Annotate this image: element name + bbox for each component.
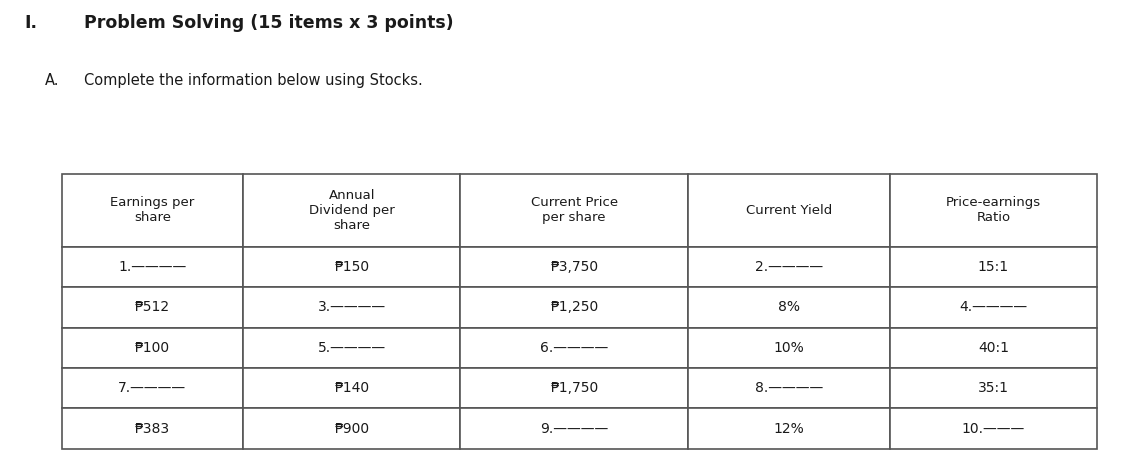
Bar bbox=[688, 368, 890, 409]
Text: ₱900: ₱900 bbox=[334, 422, 369, 436]
Text: 35:1: 35:1 bbox=[978, 381, 1009, 395]
Bar bbox=[688, 327, 890, 368]
Text: ₱1,750: ₱1,750 bbox=[550, 381, 598, 395]
Text: Current Yield: Current Yield bbox=[746, 204, 832, 217]
Text: ₱3,750: ₱3,750 bbox=[550, 260, 598, 274]
Bar bbox=[243, 247, 460, 287]
Text: 9.————: 9.———— bbox=[540, 422, 609, 436]
Bar bbox=[688, 174, 890, 247]
Text: ₱512: ₱512 bbox=[135, 300, 170, 315]
Text: 2.————: 2.———— bbox=[755, 260, 824, 274]
Bar bbox=[460, 409, 688, 449]
Bar bbox=[460, 247, 688, 287]
Text: I.: I. bbox=[25, 14, 38, 32]
Text: Price-earnings
Ratio: Price-earnings Ratio bbox=[946, 196, 1041, 224]
Bar bbox=[62, 287, 243, 327]
Text: 10.———: 10.——— bbox=[962, 422, 1025, 436]
Bar bbox=[243, 287, 460, 327]
Bar bbox=[890, 409, 1097, 449]
Bar bbox=[890, 174, 1097, 247]
Text: 4.————: 4.———— bbox=[960, 300, 1027, 315]
Text: 8%: 8% bbox=[778, 300, 800, 315]
Text: Complete the information below using Stocks.: Complete the information below using Sto… bbox=[84, 73, 423, 88]
Bar bbox=[62, 409, 243, 449]
Bar bbox=[243, 368, 460, 409]
Text: 3.————: 3.———— bbox=[317, 300, 386, 315]
Bar bbox=[62, 327, 243, 368]
Bar bbox=[460, 174, 688, 247]
Bar bbox=[62, 174, 243, 247]
Text: 12%: 12% bbox=[774, 422, 804, 436]
Bar bbox=[890, 247, 1097, 287]
Text: 6.————: 6.———— bbox=[540, 341, 609, 355]
Text: ₱1,250: ₱1,250 bbox=[550, 300, 598, 315]
Bar bbox=[243, 327, 460, 368]
Text: 8.————: 8.———— bbox=[755, 381, 824, 395]
Text: Problem Solving (15 items x 3 points): Problem Solving (15 items x 3 points) bbox=[84, 14, 454, 32]
Text: 15:1: 15:1 bbox=[978, 260, 1009, 274]
Bar bbox=[243, 174, 460, 247]
Text: Annual
Dividend per
share: Annual Dividend per share bbox=[308, 189, 395, 232]
Text: 7.————: 7.———— bbox=[118, 381, 187, 395]
Text: A.: A. bbox=[45, 73, 60, 88]
Text: Earnings per
share: Earnings per share bbox=[110, 196, 195, 224]
Bar bbox=[890, 327, 1097, 368]
Bar bbox=[460, 287, 688, 327]
Text: ₱383: ₱383 bbox=[135, 422, 170, 436]
Bar bbox=[890, 368, 1097, 409]
Bar bbox=[62, 368, 243, 409]
Text: ₱140: ₱140 bbox=[334, 381, 369, 395]
Bar bbox=[243, 409, 460, 449]
Text: 1.————: 1.———— bbox=[118, 260, 187, 274]
Bar bbox=[688, 409, 890, 449]
Bar bbox=[460, 327, 688, 368]
Text: 10%: 10% bbox=[774, 341, 804, 355]
Text: ₱100: ₱100 bbox=[135, 341, 170, 355]
Bar bbox=[62, 247, 243, 287]
Bar bbox=[460, 368, 688, 409]
Text: 40:1: 40:1 bbox=[978, 341, 1009, 355]
Bar bbox=[890, 287, 1097, 327]
Text: 5.————: 5.———— bbox=[317, 341, 386, 355]
Text: Current Price
per share: Current Price per share bbox=[531, 196, 618, 224]
Text: ₱150: ₱150 bbox=[334, 260, 369, 274]
Bar bbox=[688, 247, 890, 287]
Bar bbox=[688, 287, 890, 327]
